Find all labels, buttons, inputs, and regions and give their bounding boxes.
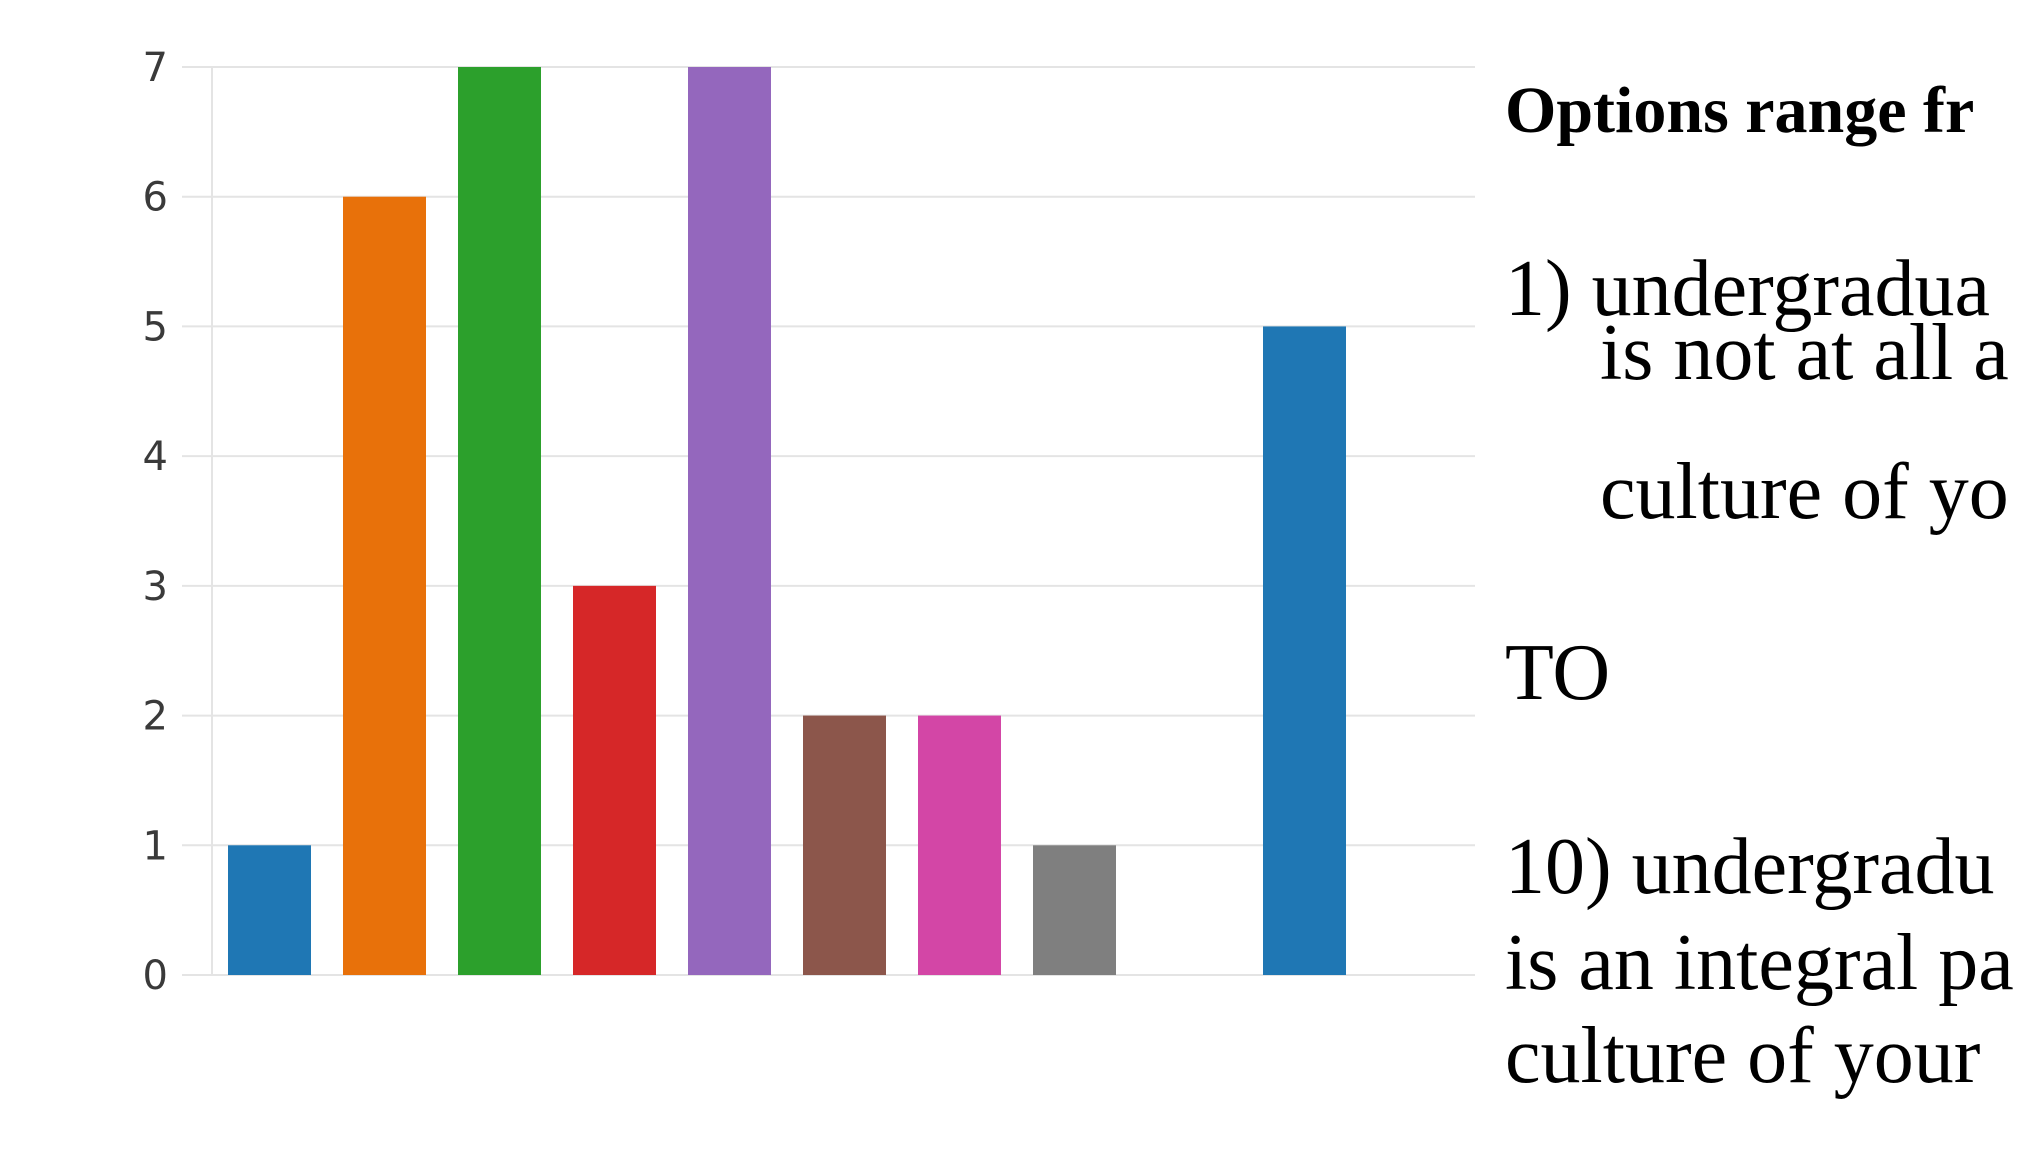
bar-8 — [1033, 845, 1116, 975]
bar-chart: 0 1 2 3 4 5 6 7 — [143, 45, 1475, 999]
bar-4 — [573, 585, 656, 975]
y-tick-label-2: 2 — [143, 694, 168, 740]
bar-1 — [228, 845, 311, 975]
bar-6 — [803, 715, 886, 975]
bar-7 — [918, 715, 1001, 975]
y-tick-label-0: 0 — [143, 953, 168, 999]
y-tick-label-5: 5 — [143, 304, 168, 350]
y-axis: 0 1 2 3 4 5 6 7 — [143, 45, 213, 999]
bars — [228, 67, 1346, 975]
y-tick-label-4: 4 — [143, 434, 168, 480]
legend-high-line-1: 10) undergradu — [1505, 823, 1995, 911]
legend-high-line-2: is an integral pa — [1505, 919, 2014, 1007]
bar-3 — [458, 67, 541, 975]
y-tick-label-7: 7 — [143, 45, 168, 91]
y-tick-label-1: 1 — [143, 823, 168, 869]
legend-panel: Options range fr 1) undergradua is not a… — [1505, 0, 2030, 1175]
legend-heading: Options range fr — [1505, 74, 1975, 147]
y-tick-label-6: 6 — [143, 175, 168, 221]
legend-separator: TO — [1505, 629, 1611, 717]
legend-low-line-2: is not at all a — [1600, 309, 2009, 397]
legend-low-line-3: culture of yo — [1600, 448, 2009, 536]
bar-10 — [1263, 326, 1346, 975]
bar-5 — [688, 67, 771, 975]
legend-low-line-1: 1) undergradua — [1505, 245, 1990, 333]
y-tick-label-3: 3 — [143, 564, 168, 610]
bar-2 — [343, 196, 426, 975]
legend-high-line-3: culture of your — [1505, 1012, 1981, 1100]
